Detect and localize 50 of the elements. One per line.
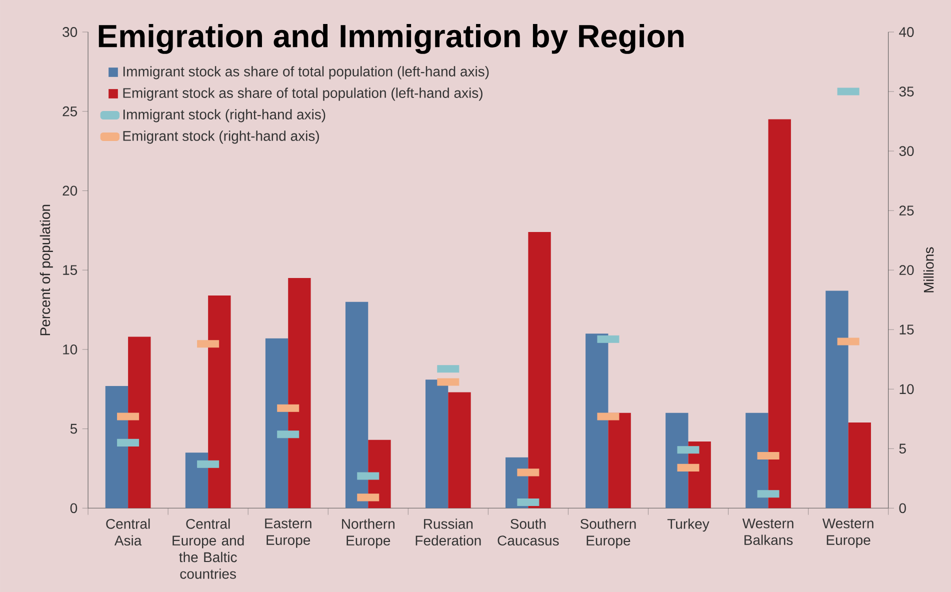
y2-tick-label: 25 [899, 206, 914, 216]
y2-tick-label: 30 [899, 146, 914, 156]
bar [608, 412, 631, 508]
bar [105, 386, 128, 508]
y2-tick-label: 5 [899, 444, 906, 454]
bar [848, 422, 871, 508]
x-tick-label: Central Asia [106, 518, 150, 546]
x-tick-label: Western Europe [822, 518, 874, 548]
x-tick-label: Russian Federation [416, 518, 481, 546]
y2-axis-title: Millions [923, 247, 934, 292]
bar [826, 290, 848, 508]
legend-label: Emigrant stock as share of total population (left-hand axis) [123, 88, 482, 101]
x-tick-label: Central Europe and the Baltic countries [172, 518, 244, 579]
y-axis-title: Percent of population [40, 204, 53, 336]
y2-tick-label: 20 [899, 265, 914, 275]
y-tick-label: 10 [63, 344, 78, 354]
y-tick-label: 30 [62, 26, 78, 37]
bar [746, 412, 768, 508]
bar [666, 412, 688, 508]
bar [345, 302, 368, 508]
legend-label: Immigrant stock as share of total population (left-hand axis) [123, 66, 489, 80]
y2-tick-label: 15 [900, 324, 914, 334]
bar [128, 336, 151, 508]
bar [768, 119, 791, 508]
bar [265, 338, 288, 508]
legend-label: Immigrant stock (right-hand axis) [123, 109, 326, 122]
y2-tick-label: 35 [899, 86, 914, 96]
y-tick-label: 0 [70, 503, 78, 514]
y2-tick-label: 10 [900, 384, 914, 394]
legend-label: Emigrant stock (right-hand axis) [123, 130, 319, 144]
x-tick-label: Western Balkans [742, 518, 794, 545]
bar [425, 380, 448, 508]
y-tick-label: 15 [63, 265, 78, 275]
bar [208, 295, 231, 508]
x-tick-label: Southern Europe [580, 518, 636, 548]
y2-tick-label: 0 [899, 503, 906, 514]
x-tick-label: Turkey [667, 518, 710, 532]
y-tick-label: 5 [70, 424, 78, 434]
bar [185, 452, 208, 508]
y-tick-label: 20 [62, 186, 78, 196]
bar [528, 232, 551, 508]
x-tick-label: Northern Europe [342, 518, 394, 548]
bar [586, 333, 608, 508]
bar [288, 278, 311, 508]
y-tick-label: 25 [62, 106, 78, 116]
y2-tick-label: 40 [899, 26, 914, 37]
x-tick-label: Eastern Europe [265, 518, 312, 548]
x-tick-label: South Caucasus [498, 518, 559, 546]
bar [448, 392, 471, 508]
chart-title: Emigration and Immigration by Region [98, 24, 684, 54]
